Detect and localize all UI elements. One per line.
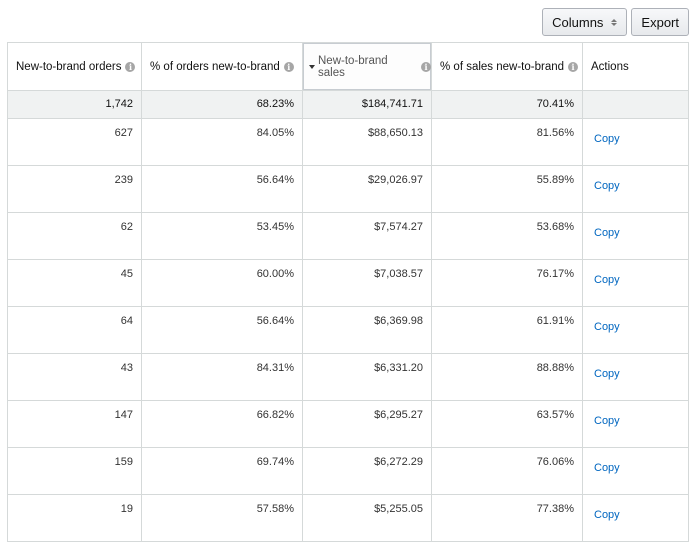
header-actions: Actions (583, 43, 689, 90)
actions-cell: Copy (583, 213, 689, 259)
table-cell: $5,255.05 (303, 495, 432, 541)
table-row: 62 53.45% $7,574.27 53.68% Copy (8, 213, 689, 260)
table-cell: $29,026.97 (303, 166, 432, 212)
info-icon[interactable]: i (421, 61, 431, 72)
export-label: Export (641, 14, 679, 30)
columns-button[interactable]: Columns (542, 8, 628, 36)
actions-cell: Copy (583, 307, 689, 353)
header-pct-orders-new-to-brand[interactable]: % of orders new-to-brand i (142, 43, 303, 90)
table-cell: 76.17% (432, 260, 583, 306)
table-cell: 43 (8, 354, 142, 400)
table-cell: 147 (8, 401, 142, 447)
columns-label: Columns (552, 14, 604, 30)
actions-cell: Copy (583, 401, 689, 447)
header-new-to-brand-orders[interactable]: New-to-brand orders i (8, 43, 142, 90)
table-cell: 61.91% (432, 307, 583, 353)
table-row: 64 56.64% $6,369.98 61.91% Copy (8, 307, 689, 354)
sort-icon (611, 18, 618, 26)
table-cell: 60.00% (142, 260, 303, 306)
actions-cell: Copy (583, 260, 689, 306)
table-cell: 76.06% (432, 448, 583, 494)
table-toolbar: Columns Export (542, 8, 689, 36)
data-table: New-to-brand orders i % of orders new-to… (7, 42, 689, 542)
table-cell: 55.89% (432, 166, 583, 212)
copy-link[interactable]: Copy (594, 227, 620, 239)
table-cell: 53.68% (432, 213, 583, 259)
table-cell: $6,272.29 (303, 448, 432, 494)
table-cell: 62 (8, 213, 142, 259)
copy-link[interactable]: Copy (594, 180, 620, 192)
header-label: New-to-brand orders (16, 60, 122, 73)
total-cell: 70.41% (432, 91, 583, 118)
caret-down-icon (309, 64, 315, 69)
copy-link[interactable]: Copy (594, 133, 620, 145)
copy-link[interactable]: Copy (594, 368, 620, 380)
copy-link[interactable]: Copy (594, 415, 620, 427)
table-cell: 81.56% (432, 119, 583, 165)
header-label: % of orders new-to-brand (150, 60, 280, 73)
table-cell: 66.82% (142, 401, 303, 447)
table-cell: 239 (8, 166, 142, 212)
table-row: 43 84.31% $6,331.20 88.88% Copy (8, 354, 689, 401)
actions-cell: Copy (583, 448, 689, 494)
copy-link[interactable]: Copy (594, 509, 620, 521)
table-cell: 56.64% (142, 307, 303, 353)
table-cell: $7,038.57 (303, 260, 432, 306)
table-cell: 159 (8, 448, 142, 494)
total-cell: 68.23% (142, 91, 303, 118)
table-cell: 84.31% (142, 354, 303, 400)
table-cell: 53.45% (142, 213, 303, 259)
table-header: New-to-brand orders i % of orders new-to… (8, 42, 689, 91)
header-label: New-to-brand sales (318, 54, 388, 79)
table-cell: $7,574.27 (303, 213, 432, 259)
info-icon[interactable]: i (283, 61, 294, 72)
table-cell: 45 (8, 260, 142, 306)
actions-cell: Copy (583, 495, 689, 541)
info-icon[interactable]: i (125, 61, 136, 72)
copy-link[interactable]: Copy (594, 274, 620, 286)
total-cell: $184,741.71 (303, 91, 432, 118)
table-row: 239 56.64% $29,026.97 55.89% Copy (8, 166, 689, 213)
header-new-to-brand-sales[interactable]: New-to-brand sales i (303, 43, 432, 90)
table-cell: 77.38% (432, 495, 583, 541)
actions-cell: Copy (583, 354, 689, 400)
copy-link[interactable]: Copy (594, 462, 620, 474)
table-cell: 627 (8, 119, 142, 165)
table-cell: $6,369.98 (303, 307, 432, 353)
total-cell: 1,742 (8, 91, 142, 118)
table-cell: 57.58% (142, 495, 303, 541)
table-cell: 64 (8, 307, 142, 353)
table-cell: 63.57% (432, 401, 583, 447)
actions-cell: Copy (583, 166, 689, 212)
header-pct-sales-new-to-brand[interactable]: % of sales new-to-brand i (432, 43, 583, 90)
info-icon[interactable]: i (568, 61, 579, 72)
header-label: Actions (591, 60, 629, 73)
table-row: 147 66.82% $6,295.27 63.57% Copy (8, 401, 689, 448)
table-cell: 19 (8, 495, 142, 541)
table-cell: 56.64% (142, 166, 303, 212)
table-row: 627 84.05% $88,650.13 81.56% Copy (8, 119, 689, 166)
table-cell: $6,295.27 (303, 401, 432, 447)
totals-row: 1,742 68.23% $184,741.71 70.41% (8, 91, 689, 119)
table-row: 159 69.74% $6,272.29 76.06% Copy (8, 448, 689, 495)
table-cell: 69.74% (142, 448, 303, 494)
header-label: % of sales new-to-brand (440, 60, 565, 73)
total-cell (583, 91, 689, 118)
table-row: 45 60.00% $7,038.57 76.17% Copy (8, 260, 689, 307)
actions-cell: Copy (583, 119, 689, 165)
table-cell: $88,650.13 (303, 119, 432, 165)
export-button[interactable]: Export (631, 8, 689, 36)
table-row: 19 57.58% $5,255.05 77.38% Copy (8, 495, 689, 542)
table-cell: 84.05% (142, 119, 303, 165)
table-cell: 88.88% (432, 354, 583, 400)
table-cell: $6,331.20 (303, 354, 432, 400)
copy-link[interactable]: Copy (594, 321, 620, 333)
